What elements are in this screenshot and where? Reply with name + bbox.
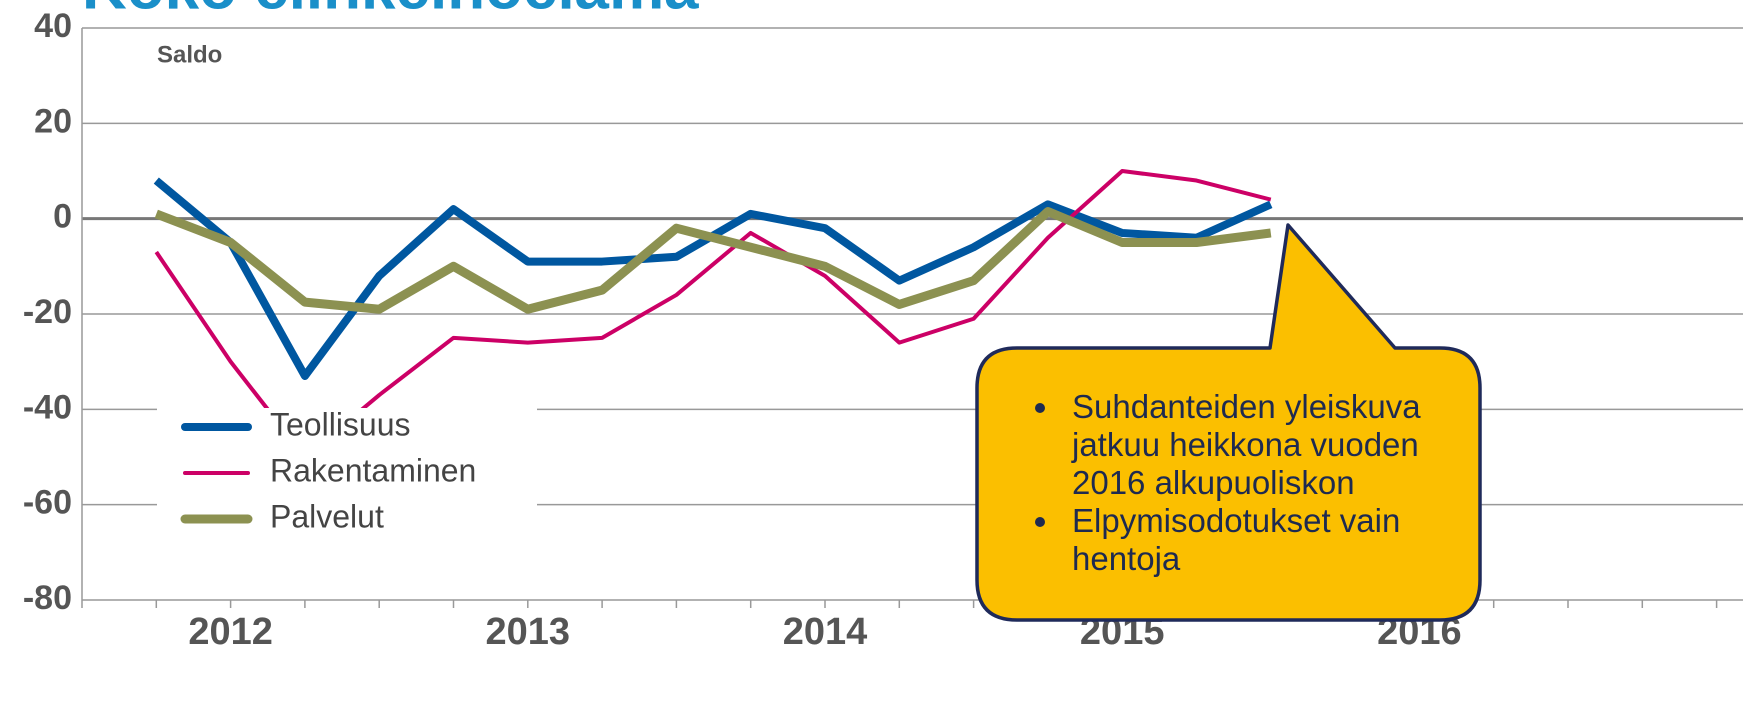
callout-text: Suhdanteiden yleiskuva jatkuu heikkona v… bbox=[1010, 388, 1460, 578]
y-tick-label: 20 bbox=[34, 102, 72, 140]
y-tick-label: -60 bbox=[23, 484, 72, 522]
callout-box bbox=[975, 223, 1482, 622]
callout-list: Suhdanteiden yleiskuva jatkuu heikkona v… bbox=[1010, 388, 1460, 578]
y-tick-label: -20 bbox=[23, 293, 72, 331]
y-tick-label: 0 bbox=[53, 198, 72, 236]
y-annotation: Saldo bbox=[157, 41, 222, 68]
series-line bbox=[154, 207, 1272, 314]
callout-item: Elpymisodotukset vain hentoja bbox=[1062, 502, 1460, 578]
x-group-label: 2013 bbox=[486, 611, 571, 653]
chart-title: Koko elinkeinoelämä bbox=[82, 0, 699, 22]
x-group-label: 2012 bbox=[188, 611, 273, 653]
legend-label: Teollisuus bbox=[270, 406, 411, 442]
legend-label: Rakentaminen bbox=[270, 452, 476, 488]
callout-item: Suhdanteiden yleiskuva jatkuu heikkona v… bbox=[1062, 388, 1460, 502]
y-tick-label: -40 bbox=[23, 388, 72, 426]
legend-label: Palvelut bbox=[270, 498, 384, 534]
x-group-label: 2014 bbox=[783, 611, 868, 653]
y-tick-label: -80 bbox=[23, 579, 72, 617]
y-tick-label: 40 bbox=[34, 7, 72, 45]
